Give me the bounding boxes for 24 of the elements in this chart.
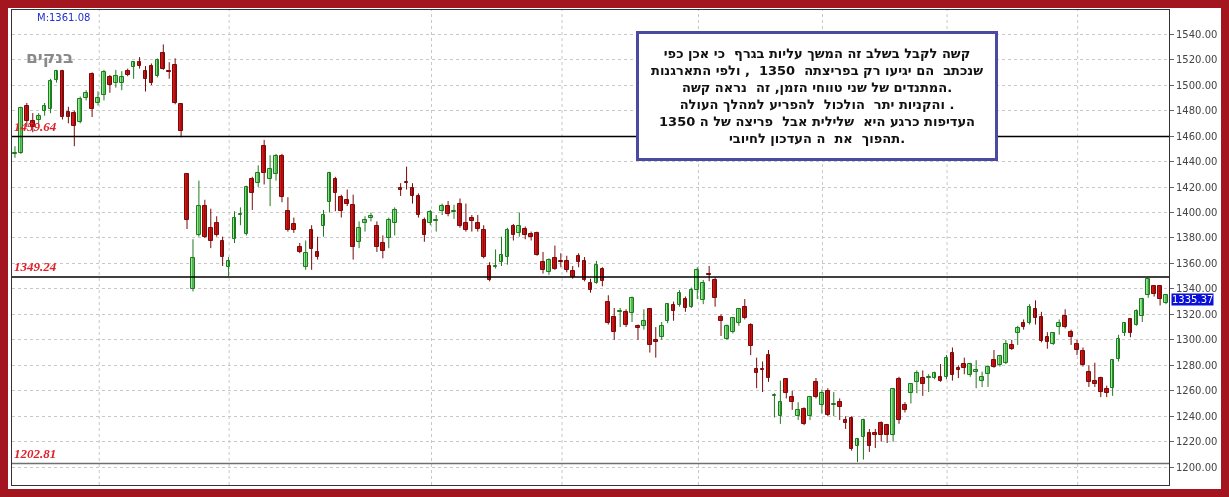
y-tick-label: 1260.00 [1176,385,1218,397]
y-tick-label: 1300.00 [1176,334,1218,346]
y-tick-label: 1380.00 [1176,232,1218,244]
y-tick-label: 1480.00 [1176,105,1218,117]
y-tick-label: 1500.00 [1176,79,1218,91]
y-tick-label: 1360.00 [1176,257,1218,269]
text: בנקים [25,47,74,68]
y-tick-label: 1460.00 [1176,130,1218,142]
y-tick-label: 1340.00 [1176,283,1218,295]
y-tick-label: 1420.00 [1176,181,1218,193]
y-tick-label: 1440.00 [1176,156,1218,168]
y-tick-label: 1540.00 [1176,28,1218,40]
y-tick-label: 1320.00 [1176,308,1218,320]
y-tick-label: 1240.00 [1176,410,1218,422]
y-tick-label: 1520.00 [1176,54,1218,66]
y-tick-label: 1400.00 [1176,206,1218,218]
y-tick-label: 1280.00 [1176,359,1218,371]
text: 1335.37 [1172,294,1214,305]
y-tick-label: 1200.00 [1176,461,1218,473]
annotation: M:1361.08 [37,12,91,23]
y-tick-label: 1220.00 [1176,436,1218,448]
ref-line-label: 1202.81 [14,446,57,461]
annotation: קשה לקבל בשלב זה המשך עליות בגרף כי אכן כפי שנכתב הם יגיעו רק בפריצתה 1350 , ולפי התארגנות המתנדים של שני טווחי הזמן, זה נראה קשה. והקניות יתר הולכול להפריע למהלך העולה . העדיפות כרגע היא שלילית אבל פריצה של ה 1350 תהפוך את ה העדכון לחיובי. [651,46,984,146]
ref-line-label: 1349.24 [14,259,57,274]
